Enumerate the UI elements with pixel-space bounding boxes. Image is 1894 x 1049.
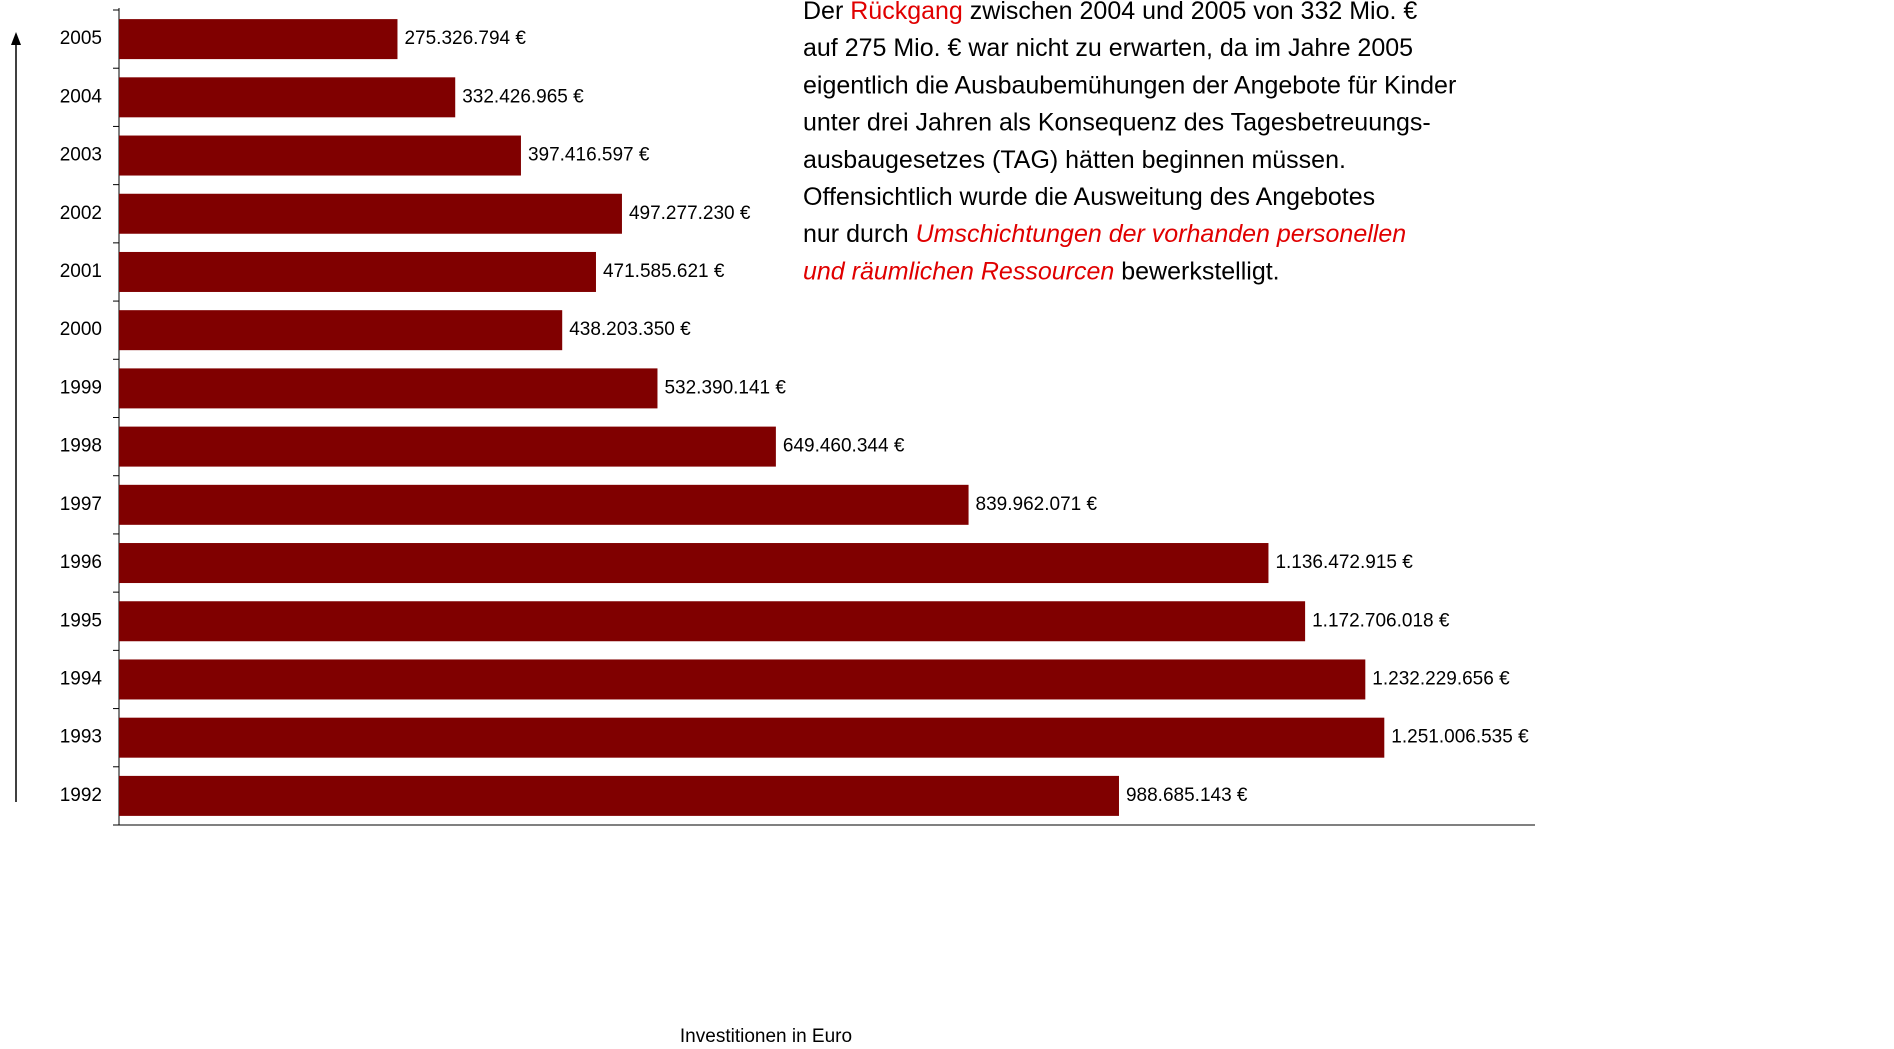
value-label: 1.232.229.656 € (1372, 668, 1510, 689)
bar (119, 251, 596, 292)
value-label: 839.962.071 € (976, 494, 1098, 515)
value-label: 1.136.472.915 € (1275, 552, 1413, 573)
y-tick-label: 2001 (60, 261, 102, 282)
annotation-run: zwischen 2004 und 2005 von 332 Mio. € (963, 0, 1418, 25)
annotation-line: Offensichtlich wurde die Ausweitung des … (803, 183, 1375, 211)
value-label: 1.172.706.018 € (1312, 610, 1450, 631)
value-label: 397.416.597 € (528, 145, 650, 166)
arrow-head (11, 32, 21, 45)
annotation-run: Rückgang (850, 0, 963, 25)
bar (119, 193, 622, 234)
annotation-line: Der Rückgang zwischen 2004 und 2005 von … (803, 0, 1417, 25)
value-label: 988.685.143 € (1126, 785, 1248, 806)
bar (119, 310, 563, 351)
value-label: 649.460.344 € (783, 436, 905, 457)
annotation-run: Offensichtlich wurde die Ausweitung des … (803, 183, 1375, 211)
value-label: 471.585.621 € (603, 261, 725, 282)
bar (119, 19, 398, 60)
bar (119, 77, 456, 118)
value-label: 332.426.965 € (462, 86, 584, 107)
value-label: 497.277.230 € (629, 203, 751, 224)
annotation-line: unter drei Jahren als Konsequenz des Tag… (803, 109, 1431, 137)
annotation-run: nur durch (803, 220, 916, 248)
value-label: 438.203.350 € (569, 319, 691, 340)
annotation-run: ausbaugesetzes (TAG) hätten beginnen müs… (803, 146, 1346, 174)
bar (119, 775, 1119, 816)
y-tick-label: 2003 (60, 145, 102, 166)
annotation-line: ausbaugesetzes (TAG) hätten beginnen müs… (803, 146, 1346, 174)
bar (119, 659, 1366, 700)
annotation-run: Umschichtungen der vorhanden personellen (916, 220, 1407, 248)
annotation-run: eigentlich die Ausbaubemühungen der Ange… (803, 71, 1456, 99)
y-tick-label: 1994 (60, 668, 103, 689)
y-tick-label: 1996 (60, 552, 102, 573)
annotation-line: eigentlich die Ausbaubemühungen der Ange… (803, 71, 1456, 99)
bar (119, 717, 1385, 758)
annotation-line: nur durch Umschichtungen der vorhanden p… (803, 220, 1406, 248)
bar (119, 543, 1269, 584)
annotation-run: auf 275 Mio. € war nicht zu erwarten, da… (803, 34, 1413, 62)
annotation-line: und räumlichen Ressourcen bewerkstelligt… (803, 257, 1280, 285)
y-tick-label: 1998 (60, 436, 102, 457)
y-tick-label: 1999 (60, 377, 102, 398)
value-label: 275.326.794 € (404, 28, 526, 49)
annotation-run: bewerkstelligt. (1114, 257, 1279, 285)
bar (119, 135, 521, 176)
y-tick-label: 2002 (60, 203, 102, 224)
bar (119, 601, 1306, 642)
x-axis-label: Investitionen in Euro (680, 1026, 852, 1047)
annotation-run: und räumlichen Ressourcen (803, 257, 1114, 285)
bar (119, 426, 776, 467)
annotation-run: unter drei Jahren als Konsequenz des Tag… (803, 109, 1431, 137)
bar (119, 484, 969, 525)
annotation-run: Der (803, 0, 850, 25)
y-tick-label: 1995 (60, 610, 102, 631)
bar (119, 368, 658, 409)
annotation-line: auf 275 Mio. € war nicht zu erwarten, da… (803, 34, 1413, 62)
value-label: 1.251.006.535 € (1391, 727, 1529, 748)
value-label: 532.390.141 € (664, 377, 786, 398)
y-tick-label: 1997 (60, 494, 102, 515)
y-tick-label: 2004 (60, 86, 103, 107)
y-tick-label: 2005 (60, 28, 102, 49)
y-tick-label: 2000 (60, 319, 102, 340)
y-tick-label: 1992 (60, 785, 102, 806)
y-tick-label: 1993 (60, 727, 102, 748)
